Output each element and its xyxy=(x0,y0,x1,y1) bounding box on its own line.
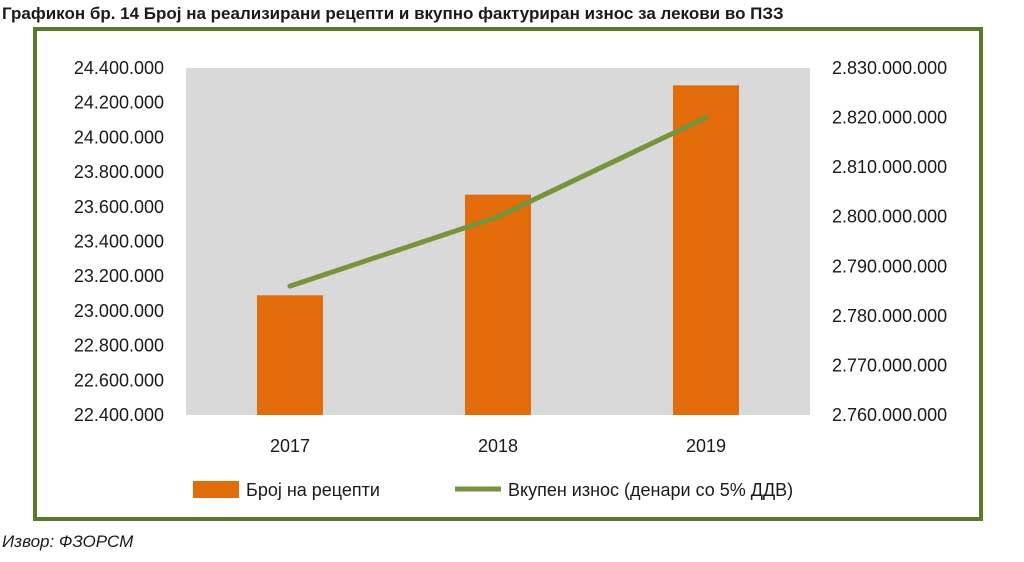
left-tick-label: 24.000.000 xyxy=(74,127,164,147)
right-tick-label: 2.780.000.000 xyxy=(832,306,947,326)
line-series xyxy=(287,115,709,289)
left-tick-label: 23.600.000 xyxy=(74,197,164,217)
right-tick-label: 2.820.000.000 xyxy=(832,108,947,128)
left-tick-label: 23.800.000 xyxy=(74,162,164,182)
bar-series xyxy=(257,85,739,415)
right-axis-tick-labels: 2.760.000.000 2.770.000.000 2.780.000.000 2… xyxy=(832,58,947,425)
source-note: Извор: ФЗОРСМ xyxy=(2,532,134,551)
right-tick-label: 2.790.000.000 xyxy=(832,256,947,276)
x-axis-tick-labels: 2017 2018 2019 xyxy=(270,436,726,456)
right-tick-label: 2.800.000.000 xyxy=(832,207,947,227)
right-tick-label: 2.830.000.000 xyxy=(832,58,947,78)
right-tick-label: 2.770.000.000 xyxy=(832,355,947,375)
x-tick-label: 2017 xyxy=(270,436,310,456)
legend-bar-label: Број на рецепти xyxy=(246,480,380,500)
left-tick-label: 22.600.000 xyxy=(74,370,164,390)
left-tick-label: 22.400.000 xyxy=(74,405,164,425)
x-tick-label: 2019 xyxy=(686,436,726,456)
right-tick-label: 2.810.000.000 xyxy=(832,157,947,177)
chart-title: Графикон бр. 14 Број на реализирани реце… xyxy=(2,4,784,23)
chart-frame: 22.400.000 22.600.000 22.800.000 23.000.000… xyxy=(33,27,983,521)
legend-line-label: Вкупен износ (денари со 5% ДДВ) xyxy=(508,480,793,500)
legend-bar-swatch xyxy=(193,481,239,498)
bar xyxy=(465,194,531,415)
left-tick-label: 23.000.000 xyxy=(74,301,164,321)
left-tick-label: 24.200.000 xyxy=(74,93,164,113)
left-tick-label: 24.400.000 xyxy=(74,58,164,78)
bar xyxy=(257,295,323,415)
left-tick-label: 23.200.000 xyxy=(74,266,164,286)
bar xyxy=(673,85,739,415)
combo-chart: 22.400.000 22.600.000 22.800.000 23.000.000… xyxy=(74,58,947,500)
left-axis-tick-labels: 22.400.000 22.600.000 22.800.000 23.000.000… xyxy=(74,58,164,425)
left-tick-label: 23.400.000 xyxy=(74,232,164,252)
legend: Број на рецепти Вкупен износ (денари со … xyxy=(193,480,793,500)
left-tick-label: 22.800.000 xyxy=(74,336,164,356)
right-tick-label: 2.760.000.000 xyxy=(832,405,947,425)
x-tick-label: 2018 xyxy=(478,436,518,456)
